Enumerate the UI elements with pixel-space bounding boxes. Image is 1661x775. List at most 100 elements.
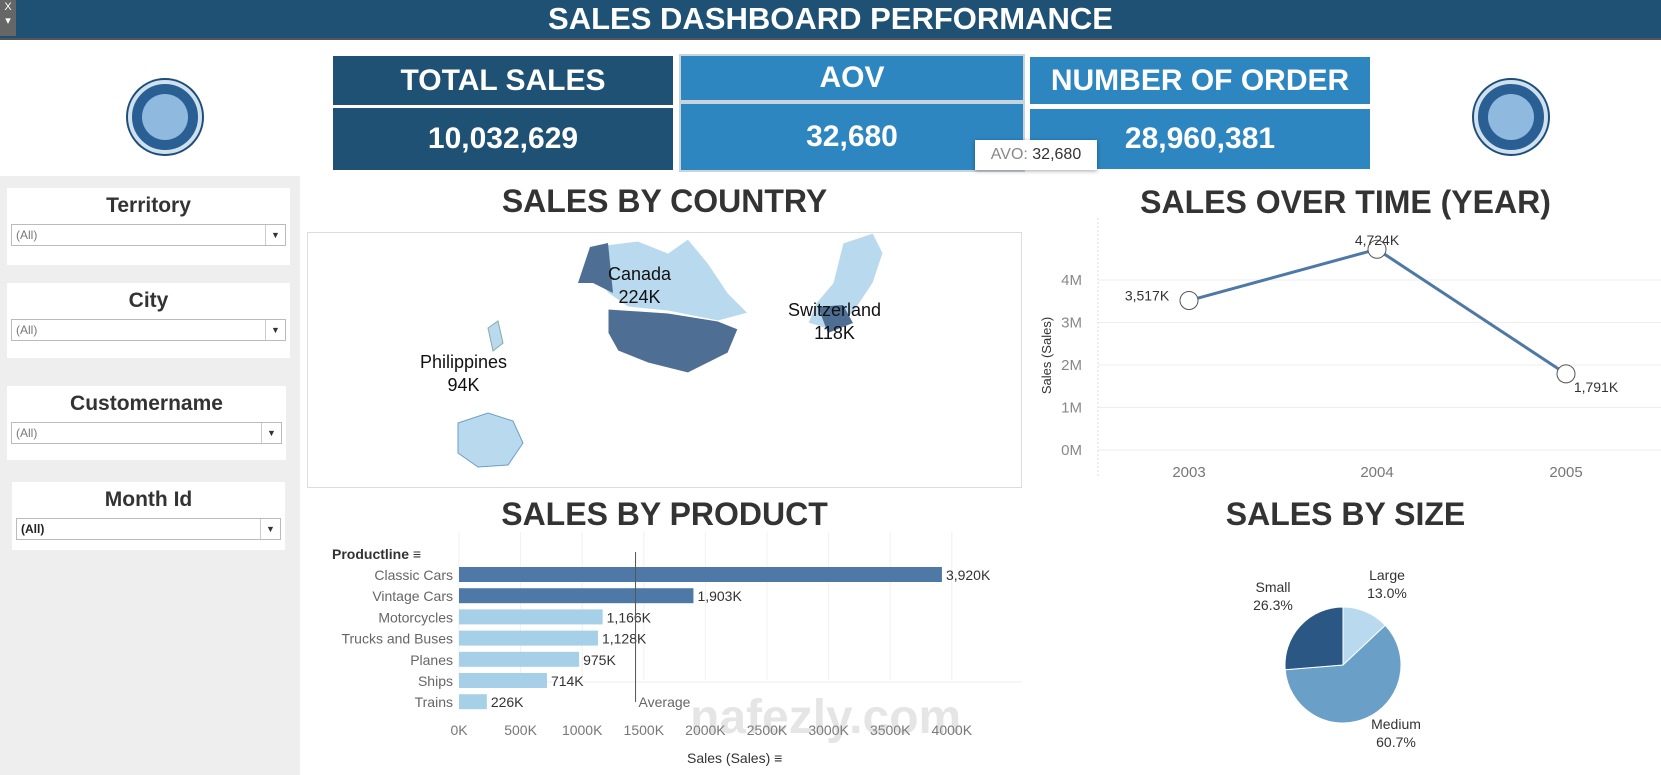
bar — [459, 630, 598, 646]
map-label-philippines: Philippines 94K — [420, 352, 508, 395]
company-logo-right — [1474, 80, 1548, 154]
kpi-aov-value[interactable]: 32,680 — [679, 102, 1025, 172]
line-chart[interactable]: 0M 1M 2M 3M 4M 3,517K 2003 4,724K 2004 1,791K 2005 — [1030, 178, 1661, 485]
category-label: Trains — [415, 694, 453, 710]
pie-percent: 60.7% — [1376, 734, 1416, 750]
x-tick-label: 0K — [450, 722, 468, 738]
watermark: nafezly.com — [690, 691, 962, 744]
kpi-orders-label: NUMBER OF ORDER — [1030, 57, 1370, 104]
filter-month-id: Month Id (All) ▼ — [12, 482, 285, 550]
x-tick-label: 2500K — [747, 722, 788, 738]
pie-label: Large — [1369, 567, 1405, 583]
x-tick-label: 2003 — [1172, 464, 1205, 481]
category-label: Ships — [418, 673, 453, 689]
category-label: Vintage Cars — [372, 588, 453, 604]
sales-by-size-panel: SALES BY SIZE Large 13.0% Medium 60.7% Small… — [1030, 492, 1661, 775]
month-id-dropdown[interactable]: (All) ▼ — [16, 518, 281, 540]
filter-label: City — [128, 289, 169, 312]
y-tick-label: 1M — [1061, 400, 1082, 417]
data-label: 975K — [583, 652, 616, 668]
y-tick-label: 4M — [1061, 272, 1082, 289]
bar — [459, 694, 487, 710]
data-label: 1,791K — [1574, 379, 1619, 395]
tooltip-key: AVO: — [990, 146, 1028, 163]
pie-chart[interactable]: Large 13.0% Medium 60.7% Small 26.3% — [1030, 492, 1661, 775]
customername-dropdown[interactable]: (All) ▼ — [11, 422, 282, 444]
category-label: Planes — [410, 652, 453, 668]
territory-dropdown[interactable]: (All) ▼ — [11, 224, 286, 246]
bar-x-axis-label: Sales (Sales) ≡ — [687, 750, 783, 766]
line-chart-title: SALES OVER TIME (YEAR) — [1140, 184, 1551, 220]
australia-shape — [457, 412, 524, 468]
pie-percent: 26.3% — [1253, 597, 1293, 613]
data-point — [1556, 364, 1576, 384]
x-tick-label: 500K — [504, 722, 537, 738]
bar — [459, 651, 580, 667]
bar — [459, 673, 547, 688]
pie-chart-title: SALES BY SIZE — [1225, 496, 1466, 532]
x-tick-label: 2004 — [1360, 464, 1393, 481]
map-title: SALES BY COUNTRY — [501, 183, 828, 219]
bar — [459, 609, 603, 625]
sales-line — [1188, 247, 1567, 376]
window-controls[interactable]: X ▾ — [0, 0, 16, 36]
canada-shape — [589, 238, 749, 322]
data-label: 226K — [491, 694, 524, 710]
filter-customername: Customername (All) ▼ — [7, 386, 286, 460]
chevron-down-icon[interactable]: ▼ — [265, 320, 285, 340]
city-dropdown[interactable]: (All) ▼ — [11, 319, 286, 341]
data-label: 1,903K — [697, 588, 742, 604]
data-point — [1179, 291, 1199, 311]
chevron-down-icon[interactable]: ▼ — [261, 423, 281, 443]
sales-over-time-panel: SALES OVER TIME (YEAR) Sales (Sales) 0M 1… — [1030, 178, 1661, 485]
bar — [459, 567, 942, 582]
filter-label: Customername — [70, 392, 223, 415]
chevron-down-icon[interactable]: ▾ — [5, 15, 11, 27]
x-tick-label: 2005 — [1549, 464, 1582, 481]
data-label: 714K — [551, 673, 584, 689]
tooltip-value: 32,680 — [1032, 146, 1082, 163]
kpi-total-sales-value: 10,032,629 — [333, 108, 673, 170]
close-icon[interactable]: X — [4, 1, 12, 13]
chevron-down-icon[interactable]: ▼ — [260, 519, 280, 539]
map-title-panel: SALES BY COUNTRY — [307, 178, 1022, 228]
y-tick-label: 3M — [1061, 315, 1082, 332]
aov-tooltip: AVO: 32,680 — [975, 140, 1097, 170]
bar-chart-title: SALES BY PRODUCT — [501, 496, 828, 532]
pie-label: Small — [1255, 579, 1290, 595]
alaska-shape — [578, 243, 613, 293]
switzerland-shape — [818, 305, 853, 333]
bar — [459, 588, 694, 604]
category-label: Trucks and Buses — [341, 631, 453, 647]
data-point — [1367, 239, 1387, 259]
category-label: Motorcycles — [378, 609, 453, 625]
chevron-down-icon[interactable]: ▼ — [265, 225, 285, 245]
data-label: 3,920K — [946, 567, 991, 583]
map-label-canada: Canada 224K — [608, 264, 672, 307]
bar-chart[interactable]: 0K 500K 1000K 1500K 2000K 2500K 3000K 3500K 4000… — [307, 492, 1022, 775]
sales-map[interactable]: Canada 224K Switzerland 118K Philippines 94… — [307, 232, 1022, 488]
y-tick-label: 0M — [1061, 442, 1082, 459]
dashboard-title: SALES DASHBOARD PERFORMANCE — [0, 0, 1661, 40]
data-label: 4,724K — [1355, 232, 1400, 248]
world-map[interactable] — [308, 232, 1023, 489]
kpi-aov-label: AOV — [679, 54, 1025, 102]
filter-sidebar — [0, 176, 300, 775]
productline-header[interactable]: Productline ≡ — [332, 546, 422, 562]
pie-percent: 13.0% — [1367, 585, 1407, 601]
x-tick-label: 3500K — [870, 722, 911, 738]
data-label: 1,166K — [607, 609, 652, 625]
sales-by-product-panel: SALES BY PRODUCT Productline ≡ Sales (Sa… — [307, 492, 1022, 775]
filter-territory: Territory (All) ▼ — [7, 188, 290, 265]
x-tick-label: 1500K — [624, 722, 665, 738]
y-tick-label: 2M — [1061, 357, 1082, 374]
company-logo-left — [128, 80, 202, 154]
category-label: Classic Cars — [374, 567, 453, 583]
kpi-total-sales-label: TOTAL SALES — [333, 56, 673, 105]
pie-label: Medium — [1371, 716, 1421, 732]
average-label: Average — [639, 694, 691, 710]
usa-shape — [607, 308, 739, 374]
sort-icon: ≡ — [774, 750, 783, 766]
filter-city: City (All) ▼ — [7, 283, 290, 358]
pie-slice — [1284, 624, 1402, 724]
